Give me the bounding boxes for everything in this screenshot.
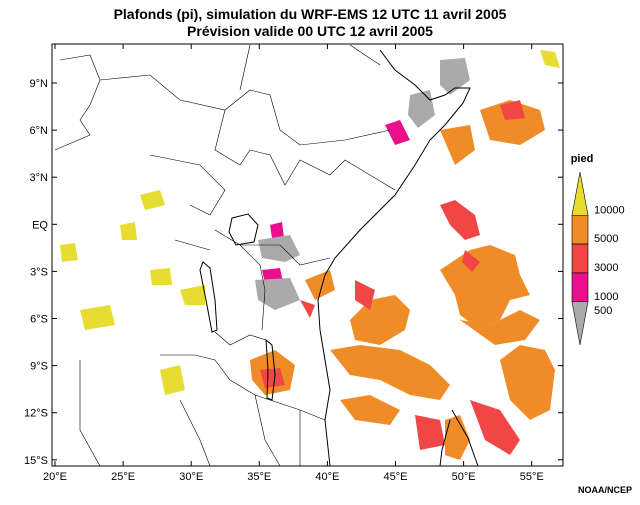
lat-label: EQ — [32, 219, 48, 231]
legend-swatch — [571, 301, 589, 346]
lon-label: 30°E — [179, 471, 203, 483]
legend-swatch — [571, 214, 589, 245]
title-line-2: Prévision valide 00 UTC 12 avril 2005 — [187, 23, 433, 39]
lat-label: 3°S — [30, 266, 48, 278]
credit: NOAA/NCEP — [578, 485, 632, 495]
field-areas — [60, 50, 560, 460]
map-frame — [51, 43, 564, 467]
lon-label: 55°E — [520, 471, 544, 483]
legend-label: 500 — [594, 305, 612, 317]
lon-label: 25°E — [111, 471, 135, 483]
legend-label: 1000 — [594, 291, 618, 303]
lat-label: 15°S — [24, 455, 48, 467]
title-line-1: Plafonds (pi), simulation du WRF-EMS 12 … — [114, 6, 507, 22]
legend-label: 3000 — [594, 262, 618, 274]
legend-swatch — [571, 243, 589, 274]
lat-label: 6°N — [30, 125, 49, 137]
lon-label: 45°E — [384, 471, 408, 483]
lon-label: 35°E — [247, 471, 271, 483]
coastlines-borders — [54, 44, 479, 467]
lon-label: 50°E — [452, 471, 476, 483]
lon-label: 20°E — [43, 471, 67, 483]
lat-label: 9°N — [30, 78, 49, 90]
lat-label: 3°N — [30, 172, 49, 184]
lat-label: 6°S — [30, 314, 48, 326]
legend-label: 10000 — [594, 204, 625, 216]
legend-swatch — [571, 272, 589, 303]
legend-title: pied — [571, 153, 594, 165]
lat-label: 12°S — [24, 408, 48, 420]
lon-label: 40°E — [315, 471, 339, 483]
legend: pied 10000 5000 3000 1000 500 — [571, 153, 625, 346]
lat-label: 9°S — [30, 361, 48, 373]
legend-label: 5000 — [594, 233, 618, 245]
